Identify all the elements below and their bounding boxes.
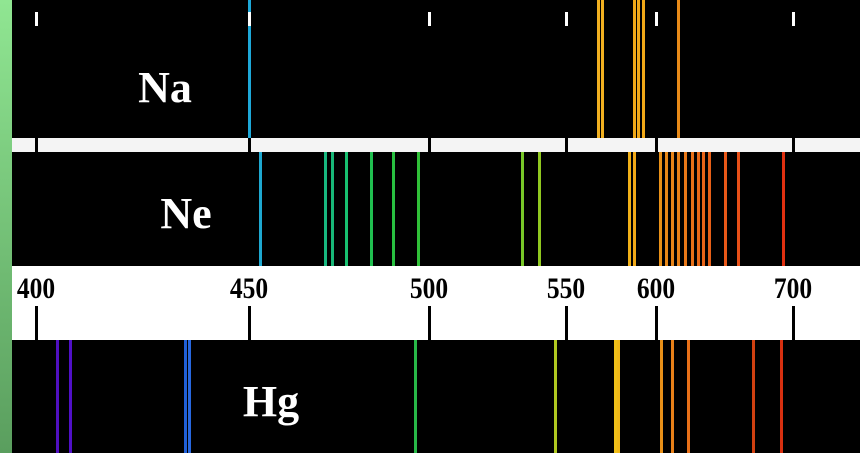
- emission-line: [637, 0, 640, 138]
- divider-tick: [565, 138, 568, 152]
- top-band-tick: [565, 12, 568, 26]
- emission-line: [664, 152, 668, 266]
- emission-line: [413, 340, 417, 453]
- emission-line: [554, 340, 558, 453]
- emission-line: [701, 152, 705, 266]
- top-band-tick: [655, 12, 658, 26]
- divider-tick: [428, 138, 431, 152]
- scale-tick: [248, 306, 251, 340]
- scale-label: 600: [636, 272, 676, 305]
- emission-line: [671, 152, 675, 266]
- emission-line: [56, 340, 60, 453]
- emission-line: [633, 0, 637, 138]
- emission-line: [248, 0, 251, 138]
- emission-line: [723, 152, 727, 266]
- scale-label: 550: [546, 272, 586, 305]
- scale-label: 500: [409, 272, 449, 305]
- scale-tick: [655, 306, 658, 340]
- emission-line: [323, 152, 327, 266]
- emission-line: [69, 340, 73, 453]
- scale-tick: [565, 306, 568, 340]
- emission-line: [370, 152, 374, 266]
- emission-line: [686, 340, 690, 453]
- top-band-tick: [248, 12, 251, 26]
- emission-line: [345, 152, 349, 266]
- emission-line: [660, 340, 664, 453]
- emission-line: [782, 152, 786, 266]
- spectrum-band-ne: Ne: [12, 152, 860, 266]
- scale-label: 700: [773, 272, 813, 305]
- spectrum-band-hg: Hg: [12, 340, 860, 453]
- emission-line: [184, 340, 188, 453]
- emission-line: [537, 152, 541, 266]
- divider-tick: [792, 138, 795, 152]
- emission-line: [676, 152, 680, 266]
- emission-line: [521, 152, 525, 266]
- divider-tick: [655, 138, 658, 152]
- band-divider: [12, 138, 860, 152]
- element-label-na: Na: [138, 63, 192, 112]
- emission-line: [601, 0, 604, 138]
- left-frame-edge: [0, 0, 12, 453]
- emission-line: [752, 340, 756, 453]
- emission-line: [737, 152, 741, 266]
- emission-line: [628, 152, 631, 266]
- emission-line: [613, 340, 617, 453]
- emission-line: [671, 340, 675, 453]
- top-band-tick: [35, 12, 38, 26]
- divider-tick: [248, 138, 251, 152]
- emission-line: [690, 152, 694, 266]
- emission-line: [617, 340, 621, 453]
- scale-tick: [792, 306, 795, 340]
- emission-line: [188, 340, 192, 453]
- emission-line: [697, 152, 701, 266]
- scale-tick: [35, 306, 38, 340]
- scale-label: 400: [16, 272, 56, 305]
- emission-line: [330, 152, 334, 266]
- top-band-tick: [428, 12, 431, 26]
- element-label-hg: Hg: [242, 377, 300, 426]
- spectrum-band-na: Na: [12, 0, 860, 138]
- emission-line: [417, 152, 421, 266]
- emission-line: [597, 0, 601, 138]
- emission-line: [642, 0, 646, 138]
- element-label-ne: Ne: [160, 189, 212, 238]
- scale-tick: [428, 306, 431, 340]
- emission-line: [633, 152, 637, 266]
- divider-tick: [35, 138, 38, 152]
- emission-line: [708, 152, 712, 266]
- wavelength-scale: 400 450 500 550 600 700: [12, 266, 860, 340]
- emission-line: [683, 152, 687, 266]
- emission-line: [659, 152, 663, 266]
- emission-line: [258, 152, 262, 266]
- scale-label: 450: [229, 272, 269, 305]
- emission-line: [676, 0, 680, 138]
- emission-line: [392, 152, 395, 266]
- top-band-tick: [792, 12, 795, 26]
- emission-line: [779, 340, 783, 453]
